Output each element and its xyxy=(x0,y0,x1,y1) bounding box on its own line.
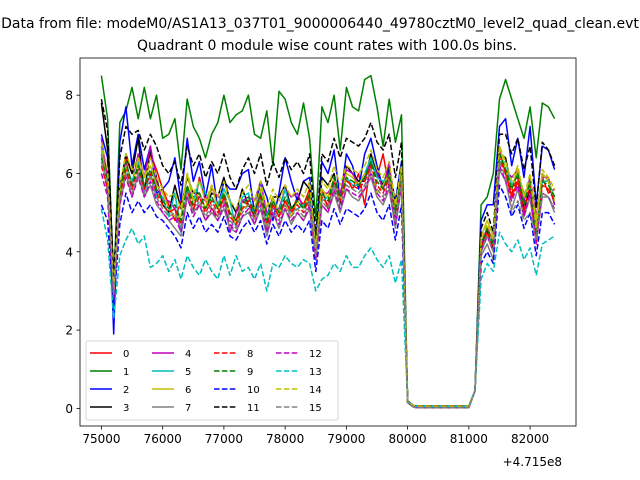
legend-label-0: 0 xyxy=(123,349,129,360)
legend-label-1: 1 xyxy=(123,367,129,378)
legend-label-9: 9 xyxy=(247,367,253,378)
legend-label-11: 11 xyxy=(247,403,260,414)
legend-label-8: 8 xyxy=(247,349,253,360)
legend-label-10: 10 xyxy=(247,385,260,396)
plot-area: 75000 76000 77000 78000 79000 80000 81000 82000… xyxy=(65,57,577,446)
y-tick-label: 6 xyxy=(65,167,73,181)
figure-suptitle: Data from file: modeM0/AS1A13_037T01_900… xyxy=(1,16,639,32)
legend-label-6: 6 xyxy=(185,385,191,396)
series-line-13 xyxy=(100,208,555,408)
x-tick-label: 75000 xyxy=(82,432,120,446)
legend-label-12: 12 xyxy=(309,349,322,360)
series-line-15 xyxy=(100,160,556,409)
x-tick-label: 78000 xyxy=(266,432,304,446)
y-tick-label: 0 xyxy=(65,402,73,416)
x-offset-label: +4.715e8 xyxy=(503,455,562,469)
y-tick-label: 8 xyxy=(65,89,73,103)
legend-label-15: 15 xyxy=(309,403,322,414)
legend-label-14: 14 xyxy=(309,385,322,396)
legend-box xyxy=(85,340,339,421)
legend-label-13: 13 xyxy=(309,367,322,378)
legend-label-2: 2 xyxy=(123,385,129,396)
legend-label-7: 7 xyxy=(185,403,191,414)
axes-title: Quadrant 0 module wise count rates with … xyxy=(137,38,517,54)
series-line-12 xyxy=(100,164,556,409)
y-tick-label: 2 xyxy=(65,324,73,338)
legend-label-4: 4 xyxy=(185,349,191,360)
x-tick-label: 82000 xyxy=(511,432,549,446)
legend-label-3: 3 xyxy=(123,403,129,414)
series-line-10 xyxy=(100,184,556,408)
x-tick-label: 80000 xyxy=(389,432,427,446)
x-tick-label: 76000 xyxy=(144,432,182,446)
x-tick-label: 79000 xyxy=(327,432,365,446)
axes-frame xyxy=(79,57,577,427)
series-group xyxy=(100,74,556,409)
x-tick-label: 81000 xyxy=(450,432,488,446)
legend-label-5: 5 xyxy=(185,367,191,378)
x-tick-label: 77000 xyxy=(205,432,243,446)
y-tick-label: 4 xyxy=(65,245,73,259)
